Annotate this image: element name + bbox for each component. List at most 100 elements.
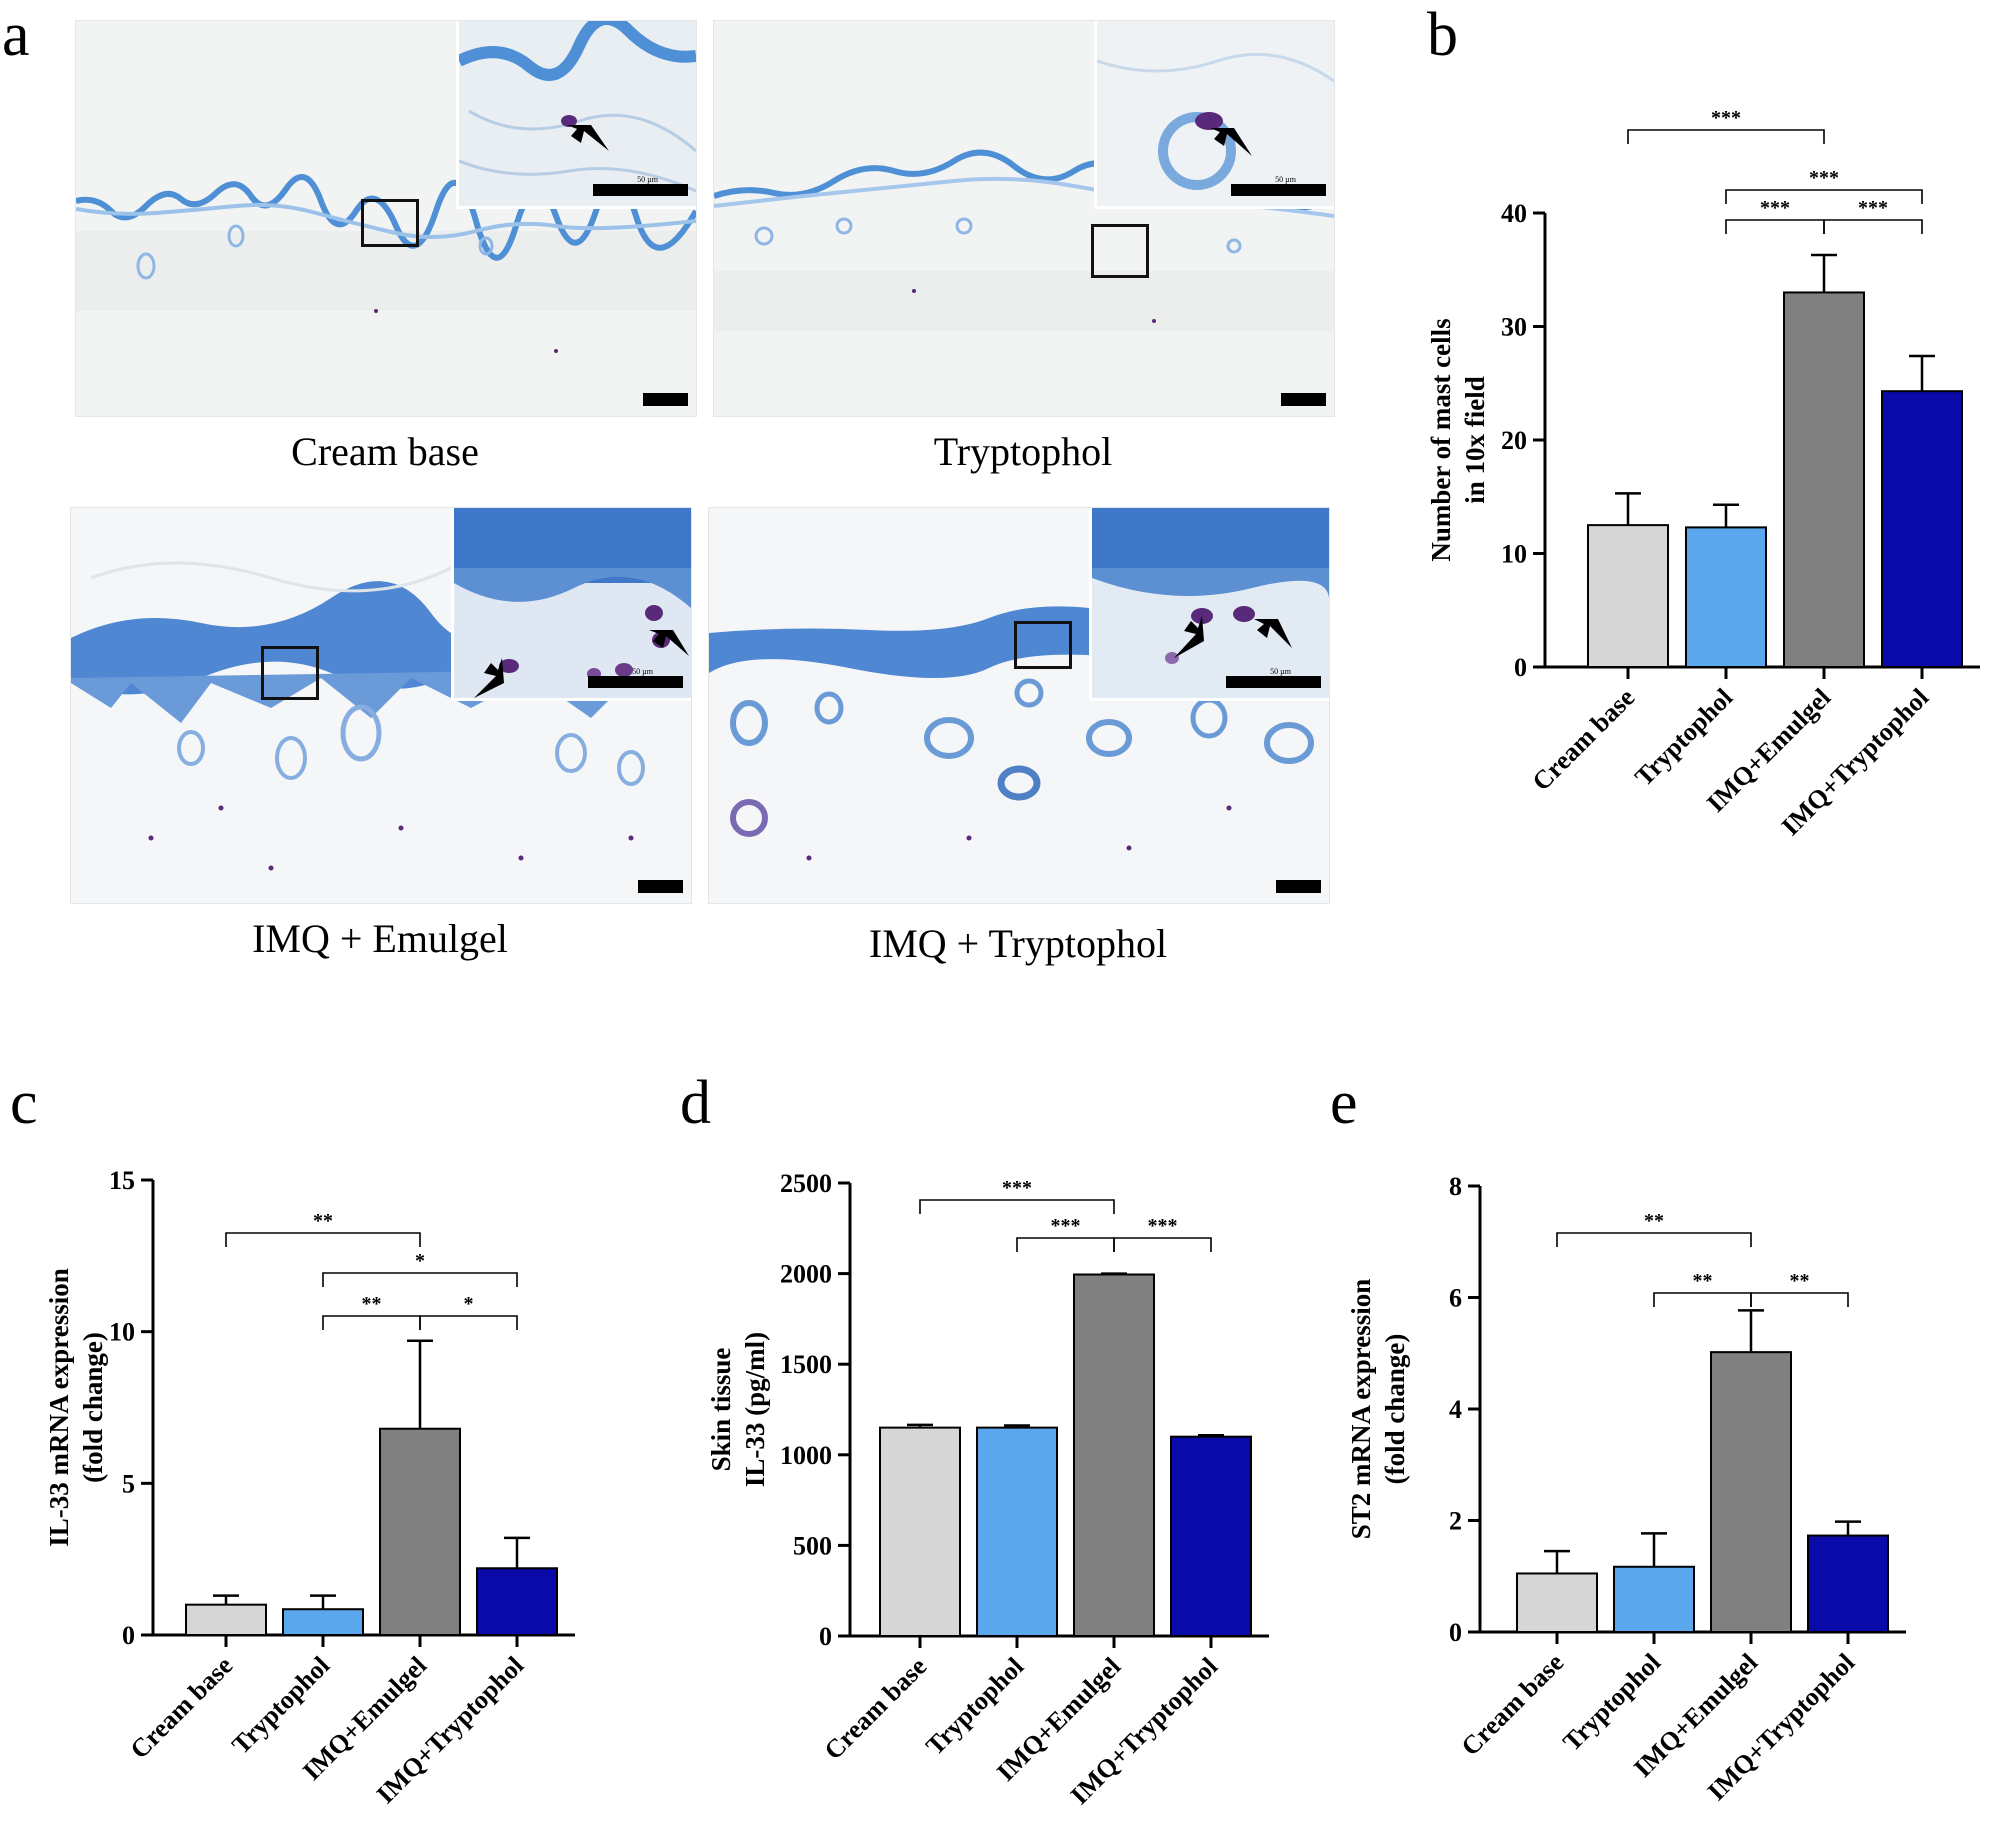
significance-label: ** [1790,1270,1810,1292]
bar [476,1567,558,1636]
x-tick-label: Cream base [819,1652,933,1766]
chart-il33-protein: 0 500 1000 1500 2000 2500 Skin tissue IL-33 (pg… [706,1169,1269,1810]
significance-bracket: *** [919,1177,1115,1214]
significance-label: *** [1002,1177,1032,1199]
significance-bracket: *** [1823,197,1923,234]
significance-label: *** [1148,1215,1178,1237]
bracket-line [1750,1292,1849,1307]
bar [976,1426,1058,1637]
inset-magnified: 50 µm [456,21,696,209]
significance-bracket: *** [1627,107,1825,144]
significance-label: *** [1809,167,1839,189]
y-tick-label: 2500 [780,1169,832,1198]
bracket-line [919,1199,1115,1214]
bracket-line [322,1272,518,1287]
chart-mast-cells: 0 10 20 30 40 Number of mast cells in 10x fiel… [1426,107,1980,841]
significance-bracket: ** [225,1210,421,1247]
bracket-line [1725,219,1825,234]
inset-scale-bar [1231,184,1326,196]
micrograph-imq-tryptophol: 50 µm [708,507,1330,904]
x-tick-label: Cream base [1456,1648,1570,1762]
y-tick-label: 0 [1514,653,1527,682]
y-axis-label: IL-33 mRNA expression [44,1268,74,1547]
significance-bracket: ** [322,1293,421,1330]
y-tick-label: 20 [1501,426,1527,455]
significance-bracket: ** [1556,1210,1752,1247]
bracket-line [225,1232,421,1247]
x-tick-label: Cream base [125,1651,239,1765]
bracket-line [1725,189,1923,204]
bar [879,1426,961,1637]
y-tick-label: 15 [109,1166,135,1195]
inset-scale-label: 50 µm [1275,175,1296,184]
significance-label: * [415,1250,425,1272]
inset-scale-bar [593,184,688,196]
zoom-region-box [1014,621,1072,669]
micrograph-caption: Tryptophol [933,429,1113,474]
bar [1170,1435,1252,1637]
y-tick-label: 4 [1449,1395,1462,1424]
micrograph-caption: Cream base [291,429,479,474]
bar [1685,526,1767,668]
significance-bracket: * [419,1293,518,1330]
bar [1516,1572,1598,1633]
bracket-line [1627,129,1825,144]
bar [1783,291,1865,668]
bar [1073,1273,1155,1637]
panel-label-a: a [2,1,30,69]
y-tick-label: 1500 [780,1350,832,1379]
y-tick-label: 8 [1449,1172,1462,1201]
bar [1881,390,1963,668]
y-tick-label: 2000 [780,1260,832,1289]
y-axis-label: Number of mast cells [1426,318,1456,561]
bar [1613,1565,1695,1633]
y-axis-label: ST2 mRNA expression [1346,1279,1376,1540]
bracket-line [419,1315,518,1330]
significance-label: ** [362,1293,382,1315]
significance-bracket: ** [1653,1270,1752,1307]
bar [1587,524,1669,668]
significance-label: *** [1051,1215,1081,1237]
bar [282,1608,364,1637]
y-tick-label: 30 [1501,313,1527,342]
bracket-line [322,1315,421,1330]
panel-label-c: c [10,1069,38,1137]
significance-bracket: ** [1750,1270,1849,1307]
y-axis-label: in 10x field [1460,376,1490,504]
y-axis-label: (fold change) [1380,1334,1410,1485]
bracket-line [1113,1237,1212,1252]
y-tick-label: 500 [793,1531,832,1560]
bar [1710,1351,1792,1633]
x-tick-label: Cream base [1527,683,1641,797]
zoom-region-box [361,199,419,247]
inset-magnified: 50 µm [1089,508,1329,701]
inset-scale-label: 50 µm [637,175,658,184]
chart-il33-mrna: 0 5 10 15 IL-33 mRNA expression (fold change)… [44,1166,575,1809]
significance-bracket: *** [1016,1215,1115,1252]
micrograph-caption: IMQ + Emulgel [252,916,508,961]
scale-bar [1281,393,1326,406]
y-tick-label: 40 [1501,199,1527,228]
micrograph-caption: IMQ + Tryptophol [868,921,1168,966]
bracket-line [1823,219,1923,234]
inset-magnified: 50 µm [1094,21,1334,209]
y-axis-label: (fold change) [78,1332,108,1483]
significance-bracket: *** [1725,197,1825,234]
bracket-line [1556,1232,1752,1247]
skin-section-image [714,21,1334,416]
panel-label-b: b [1427,1,1458,69]
inset-scale-bar [1226,676,1321,688]
micrograph-imq-emulgel: 50 µm [70,507,692,904]
significance-bracket: *** [1725,167,1923,204]
panel-label-e: e [1330,1069,1358,1137]
y-tick-label: 0 [819,1622,832,1651]
inset-scale-label: 50 µm [632,667,653,676]
y-tick-label: 0 [1449,1618,1462,1647]
y-tick-label: 6 [1449,1284,1462,1313]
significance-label: * [464,1293,474,1315]
bar [379,1427,461,1636]
y-tick-label: 10 [109,1318,135,1347]
significance-label: ** [1693,1270,1713,1292]
y-tick-label: 1000 [780,1441,832,1470]
significance-label: ** [313,1210,333,1232]
